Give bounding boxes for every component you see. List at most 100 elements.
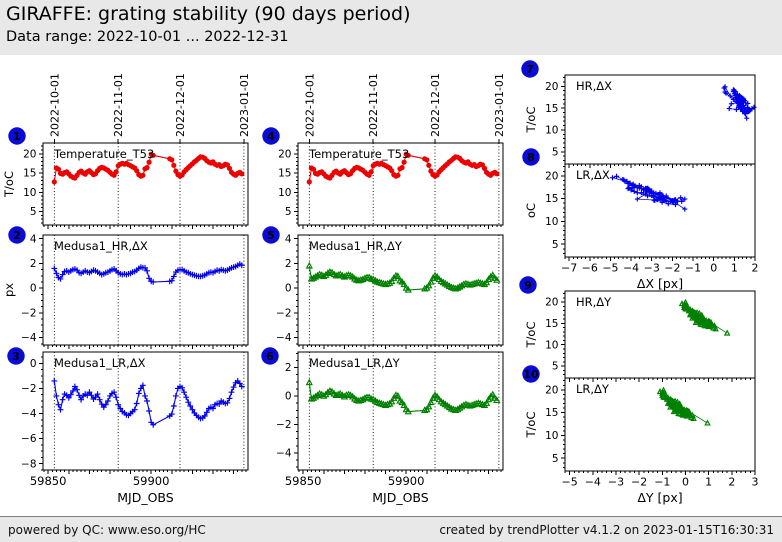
x-tick-label: 0 bbox=[682, 476, 689, 489]
y-tick-label: 15 bbox=[545, 193, 558, 205]
panel-9-badge-number: 9 bbox=[524, 279, 532, 292]
panel-5: −4 −2 0 2 4 Medusa1_HR,ΔY 5 bbox=[262, 226, 504, 350]
date-tick-label: 2022-11-01 bbox=[112, 73, 125, 137]
panel-frame bbox=[297, 142, 504, 226]
panel-6: −4 −2 0 2 59850 59900 Medusa1_LR,ΔY MJD_OBS 6 bbox=[261, 347, 504, 505]
x-tick-label: −6 bbox=[582, 262, 598, 275]
x-tick-label: 2 bbox=[728, 476, 735, 489]
axis-ticks bbox=[38, 138, 247, 230]
y-axis-title: T/oC bbox=[524, 322, 538, 349]
x-tick-label: 59850 bbox=[30, 474, 67, 488]
panel-10: 5 10 15 20 −5 −4 −3 −2 −1 0 1 2 3 LR,ΔY T/oC ΔY [px] 10 bbox=[522, 365, 759, 505]
x-tick-label: 3 bbox=[752, 476, 759, 489]
panel-frame bbox=[42, 234, 249, 346]
panel-label-7: HR,ΔX bbox=[576, 79, 612, 93]
series-markers-lr_dx bbox=[51, 378, 245, 428]
y-tick-label: 5 bbox=[552, 361, 559, 373]
series-markers-temperature bbox=[678, 298, 731, 336]
date-tick-label: 2022-12-01 bbox=[429, 73, 442, 137]
x-tick-label: −1 bbox=[654, 476, 670, 489]
date-tick-label: 2022-12-01 bbox=[174, 73, 187, 137]
y-tick-label: 4 bbox=[285, 233, 292, 245]
axis-ticks bbox=[38, 356, 247, 475]
y-tick-label: 20 bbox=[545, 170, 558, 182]
y-tick-label: −2 bbox=[21, 307, 36, 319]
x-tick-label: 1 bbox=[731, 262, 738, 275]
panel-10-badge-number: 10 bbox=[523, 368, 539, 381]
series-line-lr_dx bbox=[53, 380, 243, 426]
x-tick-label: −5 bbox=[562, 476, 578, 489]
panel-7-badge-number: 7 bbox=[526, 63, 534, 76]
x-tick-label: −2 bbox=[631, 476, 647, 489]
y-tick-label: 10 bbox=[545, 339, 558, 351]
y-tick-label: 10 bbox=[23, 187, 36, 199]
y-tick-label: −8 bbox=[21, 458, 36, 470]
y-axis-title: oC bbox=[524, 203, 538, 218]
date-tick-label: 2023-01-01 bbox=[238, 73, 251, 137]
panel-8-badge bbox=[522, 148, 540, 166]
x-tick-label: −4 bbox=[585, 476, 601, 489]
axis-ticks bbox=[560, 166, 756, 262]
panel-4-badge-number: 4 bbox=[267, 130, 275, 143]
x-tick-label: −4 bbox=[623, 262, 639, 275]
panel-label-8: LR,ΔX bbox=[576, 168, 610, 182]
x-axis-title: MJD_OBS bbox=[117, 490, 174, 505]
panel-6-badge-number: 6 bbox=[266, 350, 274, 363]
header: GIRAFFE: grating stability (90 days peri… bbox=[0, 0, 782, 55]
y-tick-label: −4 bbox=[276, 332, 292, 344]
footer-right-text: created by trendPlotter v4.1.2 on 2023-0… bbox=[439, 522, 774, 537]
y-tick-label: 2 bbox=[285, 362, 292, 374]
panel-6-badge bbox=[261, 347, 279, 365]
panel-frame bbox=[297, 351, 504, 471]
x-tick-label: −3 bbox=[608, 476, 624, 489]
y-tick-label: 20 bbox=[545, 297, 558, 309]
series-markers-temperature bbox=[610, 173, 688, 212]
y-tick-label: −2 bbox=[276, 307, 291, 319]
footer: powered by QC: www.eso.org/HC created by… bbox=[0, 516, 782, 542]
panel-label-10: LR,ΔY bbox=[576, 382, 610, 396]
y-axis-title: T/oC bbox=[524, 107, 538, 134]
y-tick-label: 5 bbox=[285, 206, 292, 218]
panel-1-badge-number: 1 bbox=[13, 130, 21, 143]
panel-frame bbox=[297, 234, 504, 346]
y-tick-label: 2 bbox=[285, 258, 292, 270]
series-markers-temperature bbox=[721, 84, 757, 121]
y-tick-label: 5 bbox=[552, 239, 559, 251]
y-tick-label: 20 bbox=[545, 81, 558, 93]
series-markers-temperature bbox=[656, 386, 711, 426]
panel-9: 5 10 15 20 HR,ΔY T/oC 9 bbox=[519, 276, 756, 383]
x-tick-label: −1 bbox=[685, 262, 701, 275]
y-tick-label: −2 bbox=[276, 419, 291, 431]
panel-5-badge-number: 5 bbox=[267, 229, 275, 242]
date-tick-label: 2022-10-01 bbox=[303, 73, 316, 137]
x-tick-label: 0 bbox=[710, 262, 717, 275]
axis-ticks bbox=[560, 380, 756, 476]
y-tick-label: 10 bbox=[545, 125, 558, 137]
panel-2-badge-number: 2 bbox=[13, 229, 21, 242]
date-tick-label: 2023-01-01 bbox=[493, 73, 506, 137]
y-tick-label: 15 bbox=[545, 407, 558, 419]
y-tick-label: 15 bbox=[545, 318, 558, 330]
x-tick-label: 59900 bbox=[388, 474, 425, 488]
panel-label-5: Medusa1_HR,ΔY bbox=[309, 239, 403, 253]
y-tick-label: 0 bbox=[285, 283, 292, 295]
y-axis-title: px bbox=[2, 283, 16, 297]
page-title: GIRAFFE: grating stability (90 days peri… bbox=[6, 3, 411, 25]
panel-9-badge bbox=[519, 276, 537, 294]
y-tick-label: 15 bbox=[545, 103, 558, 115]
axis-ticks bbox=[293, 238, 502, 350]
panel-label-3: Medusa1_LR,ΔX bbox=[54, 356, 146, 370]
y-tick-label: −2 bbox=[21, 383, 36, 395]
y-tick-label: 10 bbox=[278, 187, 291, 199]
panel-8: 5 10 15 20 −7 −6 −5 −4 −3 −2 −1 0 1 2 LR,ΔX oC ΔX [px] 8 bbox=[522, 148, 759, 291]
x-tick-label: 1 bbox=[705, 476, 712, 489]
x-tick-label: −2 bbox=[664, 262, 680, 275]
page-subtitle: Data range: 2022-10-01 ... 2022-12-31 bbox=[6, 29, 289, 45]
panel-frame bbox=[564, 377, 756, 472]
y-tick-label: 0 bbox=[285, 391, 292, 403]
axis-ticks bbox=[38, 238, 247, 350]
y-tick-label: 10 bbox=[545, 430, 558, 442]
axis-ticks bbox=[293, 138, 502, 230]
y-tick-label: 20 bbox=[23, 148, 36, 160]
